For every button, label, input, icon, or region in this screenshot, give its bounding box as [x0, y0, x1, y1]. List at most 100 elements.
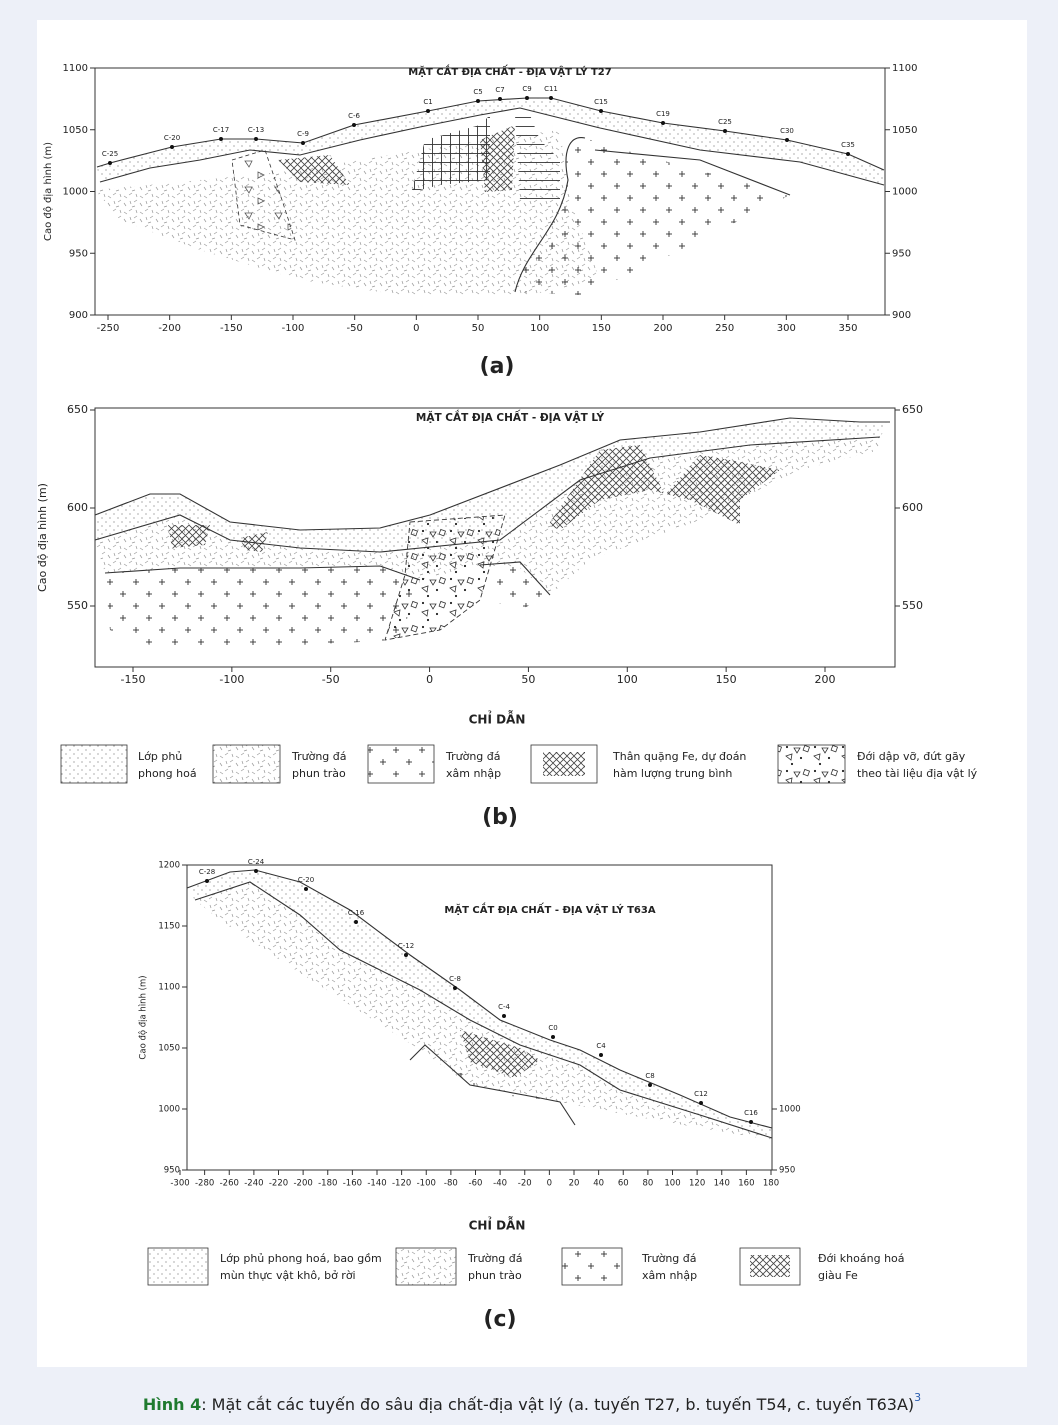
x-tick-label: -260 — [220, 1179, 239, 1189]
legend-title: CHỈ DẪN — [469, 1217, 526, 1233]
station-label: C-25 — [102, 150, 118, 158]
x-tick-label: -280 — [195, 1179, 214, 1189]
x-tick-label: 50 — [472, 323, 485, 334]
x-tick-label: -200 — [158, 323, 181, 334]
legend-text: Trường đá — [641, 1252, 697, 1265]
x-tick-label: -20 — [518, 1179, 532, 1189]
station-label: C7 — [495, 86, 504, 94]
x-tick-label: -160 — [343, 1179, 362, 1189]
x-tick-label: 140 — [714, 1179, 730, 1189]
x-tick-label: -220 — [269, 1179, 288, 1189]
x-tick-label: 20 — [569, 1179, 580, 1189]
section-title: MẶT CẮT ĐỊA CHẤT - ĐỊA VẬT LÝ — [416, 409, 605, 424]
x-tick-label: 300 — [777, 323, 796, 334]
station-point — [723, 129, 727, 133]
legend-text: mùn thực vật khô, bở rời — [220, 1269, 356, 1282]
legend-swatches-b — [60, 744, 846, 784]
x-tick-label: -50 — [322, 673, 340, 686]
legend-text: phun trào — [292, 767, 346, 780]
station-label: C-9 — [297, 130, 309, 138]
station-point — [502, 1014, 506, 1018]
x-tick-label: 150 — [716, 673, 737, 686]
station-point — [219, 137, 223, 141]
y-tick-label: 1050 — [158, 1044, 180, 1054]
station-label: C19 — [656, 110, 670, 118]
x-tick-label: 200 — [815, 673, 836, 686]
station-label: C25 — [718, 118, 732, 126]
x-tick-label: -100 — [219, 673, 244, 686]
section-b — [94, 417, 890, 645]
legend-text: xâm nhập — [642, 1269, 697, 1282]
panel-label: (b) — [482, 805, 518, 830]
y2-tick-label: 650 — [902, 403, 923, 416]
x-tick-label: -60 — [469, 1179, 483, 1189]
legend-text: Trường đá — [467, 1252, 523, 1265]
x-tick-label: 100 — [530, 323, 549, 334]
station-point — [254, 137, 258, 141]
section-c — [186, 869, 773, 1140]
y-tick-label: 550 — [67, 599, 88, 612]
x-tick-label: 100 — [664, 1179, 680, 1189]
station-point — [551, 1035, 555, 1039]
x-tick-label: 0 — [413, 323, 419, 334]
station-point — [661, 121, 665, 125]
y-tick-label: 1050 — [63, 125, 88, 136]
x-tick-label: 180 — [763, 1179, 779, 1189]
legend-text: giàu Fe — [818, 1269, 858, 1282]
x-tick-label: 200 — [653, 323, 672, 334]
station-label: C11 — [544, 85, 558, 93]
y-tick-label: 1100 — [158, 983, 180, 993]
caption-text: : Mặt cắt các tuyến đo sâu địa chất-địa … — [201, 1395, 914, 1414]
station-point — [301, 141, 305, 145]
x-tick-label: 250 — [715, 323, 734, 334]
station-label: C16 — [744, 1109, 758, 1117]
x-tick-label: 0 — [547, 1179, 552, 1189]
y-tick-label: 1000 — [158, 1105, 180, 1115]
y2-tick-label: 900 — [892, 310, 911, 321]
section-title: MẶT CẮT ĐỊA CHẤT - ĐỊA VẬT LÝ T63A — [444, 901, 655, 916]
station-point — [108, 161, 112, 165]
legend-text: phun trào — [468, 1269, 522, 1282]
plot-frame — [186, 864, 773, 1171]
station-point — [749, 1120, 753, 1124]
station-point — [699, 1101, 703, 1105]
x-tick-label: -140 — [367, 1179, 386, 1189]
station-point — [304, 887, 308, 891]
y2-tick-label: 1000 — [892, 187, 917, 198]
y2-tick-label: 1000 — [779, 1105, 801, 1115]
station-point — [205, 879, 209, 883]
annotations: MẶT CẮT ĐỊA CHẤT - ĐỊA VẬT LÝ T27 Cao độ … — [36, 63, 978, 1332]
station-label: C-4 — [498, 1003, 510, 1011]
y2-tick-label: 950 — [779, 1166, 795, 1176]
station-label: C-12 — [398, 942, 414, 950]
x-tick-label: -120 — [392, 1179, 411, 1189]
legend-text: Trường đá — [445, 750, 501, 763]
x-tick-label: -40 — [493, 1179, 507, 1189]
station-label: C12 — [694, 1090, 708, 1098]
station-label: C1 — [423, 98, 432, 106]
x-tick-label: -80 — [444, 1179, 458, 1189]
legend-text: Lớp phủ — [138, 750, 182, 763]
y-tick-label: 650 — [67, 403, 88, 416]
legend-text: Lớp phủ phong hoá, bao gồm — [220, 1252, 382, 1265]
panel-label: (a) — [480, 354, 515, 379]
x-tick-label: 350 — [838, 323, 857, 334]
station-label: C35 — [841, 141, 855, 149]
section-a — [95, 97, 885, 295]
station-point — [498, 97, 502, 101]
legend-swatches-c — [147, 1247, 801, 1286]
x-tick-label: 120 — [689, 1179, 705, 1189]
y2-tick-label: 950 — [892, 248, 911, 259]
x-tick-label: -100 — [417, 1179, 436, 1189]
station-point — [254, 869, 258, 873]
station-label: C9 — [522, 85, 531, 93]
legend-text: theo tài liệu địa vật lý — [857, 767, 978, 780]
caption: Hình 4: Mặt cắt các tuyến đo sâu địa chấ… — [143, 1391, 921, 1414]
x-tick-label: -180 — [318, 1179, 337, 1189]
y-tick-label: 1150 — [158, 922, 180, 932]
station-point — [525, 96, 529, 100]
station-point — [549, 96, 553, 100]
caption-ref: 3 — [914, 1391, 921, 1404]
station-point — [599, 1053, 603, 1057]
y2-tick-label: 1050 — [892, 125, 917, 136]
